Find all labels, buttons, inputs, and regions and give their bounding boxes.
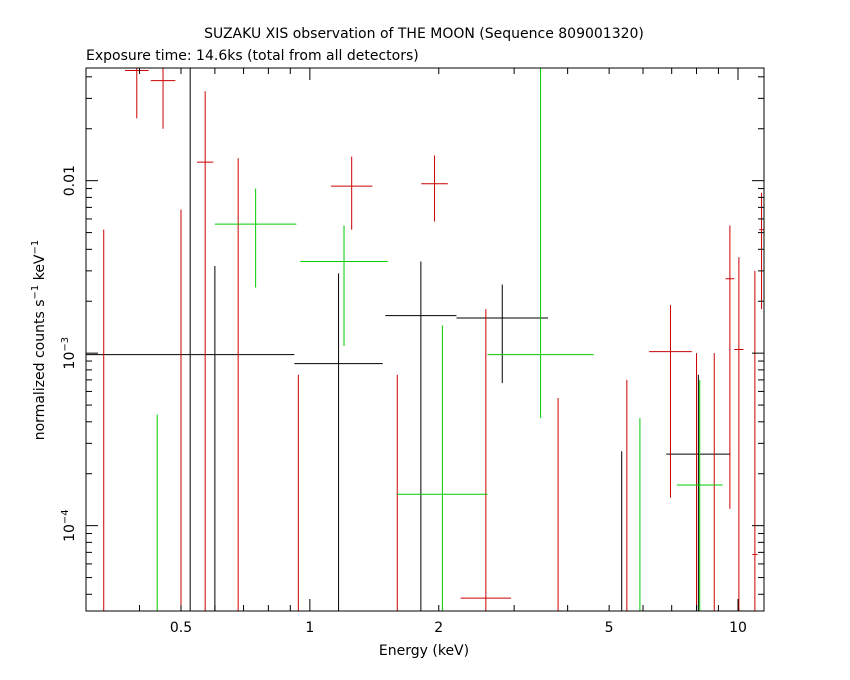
data-point xyxy=(197,91,214,611)
x-tick-label: 2 xyxy=(434,620,443,636)
data-point xyxy=(294,273,383,611)
x-tick-label: 5 xyxy=(605,620,614,636)
y-axis-label-sup2: −1 xyxy=(30,240,41,255)
y-tick-label-base: 10 xyxy=(62,524,78,542)
data-point xyxy=(421,155,448,222)
data-point xyxy=(759,192,764,310)
data-point xyxy=(150,68,176,129)
series-1 xyxy=(86,68,731,611)
data-point xyxy=(734,257,744,611)
data-point xyxy=(649,305,692,498)
x-tick-label: 10 xyxy=(729,620,747,636)
data-point xyxy=(725,225,735,509)
x-tick-label: 1 xyxy=(305,620,314,636)
data-point xyxy=(456,284,549,384)
data-point xyxy=(752,270,758,611)
chart-title: SUZAKU XIS observation of THE MOON (Sequ… xyxy=(204,26,644,42)
y-tick-label: 10−4 xyxy=(60,509,78,542)
y-tick-label-text: 10−3 xyxy=(60,337,78,370)
data-point xyxy=(300,225,388,347)
series-3 xyxy=(156,68,723,611)
y-tick-label-exponent: −3 xyxy=(60,337,71,352)
y-axis-label-mid: keV xyxy=(32,254,48,285)
y-tick-label: 10−3 xyxy=(60,337,78,370)
y-tick-label: 0.01 xyxy=(62,165,78,196)
data-point xyxy=(330,156,373,230)
data-point xyxy=(397,325,488,611)
series-layer xyxy=(86,68,764,611)
data-point xyxy=(487,68,594,419)
x-tick-label: 0.5 xyxy=(170,620,192,636)
data-point xyxy=(214,188,297,288)
chart-subtitle: Exposure time: 14.6ks (total from all de… xyxy=(86,48,419,64)
x-axis-label: Energy (keV) xyxy=(379,643,469,659)
data-point xyxy=(460,309,512,611)
y-tick-label-text: 10−4 xyxy=(60,509,78,542)
y-axis: 10−410−30.01 xyxy=(60,76,764,595)
data-point xyxy=(385,261,457,611)
data-point xyxy=(86,68,295,611)
data-point xyxy=(666,374,731,611)
plot-frame xyxy=(85,67,765,612)
y-axis-label: normalized counts s−1 keV−1 xyxy=(30,240,48,441)
data-point xyxy=(124,68,149,119)
y-axis-label-sup1: −1 xyxy=(30,285,41,300)
data-point xyxy=(676,379,723,611)
series-2 xyxy=(103,68,764,611)
y-axis-label-base: normalized counts s xyxy=(32,299,48,440)
x-axis: 0.5 1 2 5 10 xyxy=(85,68,747,636)
y-tick-label-text: 0.01 xyxy=(62,165,78,196)
y-tick-label-base: 0.01 xyxy=(62,165,78,196)
y-tick-label-base: 10 xyxy=(62,352,78,370)
y-tick-label-exponent: −4 xyxy=(60,509,71,524)
